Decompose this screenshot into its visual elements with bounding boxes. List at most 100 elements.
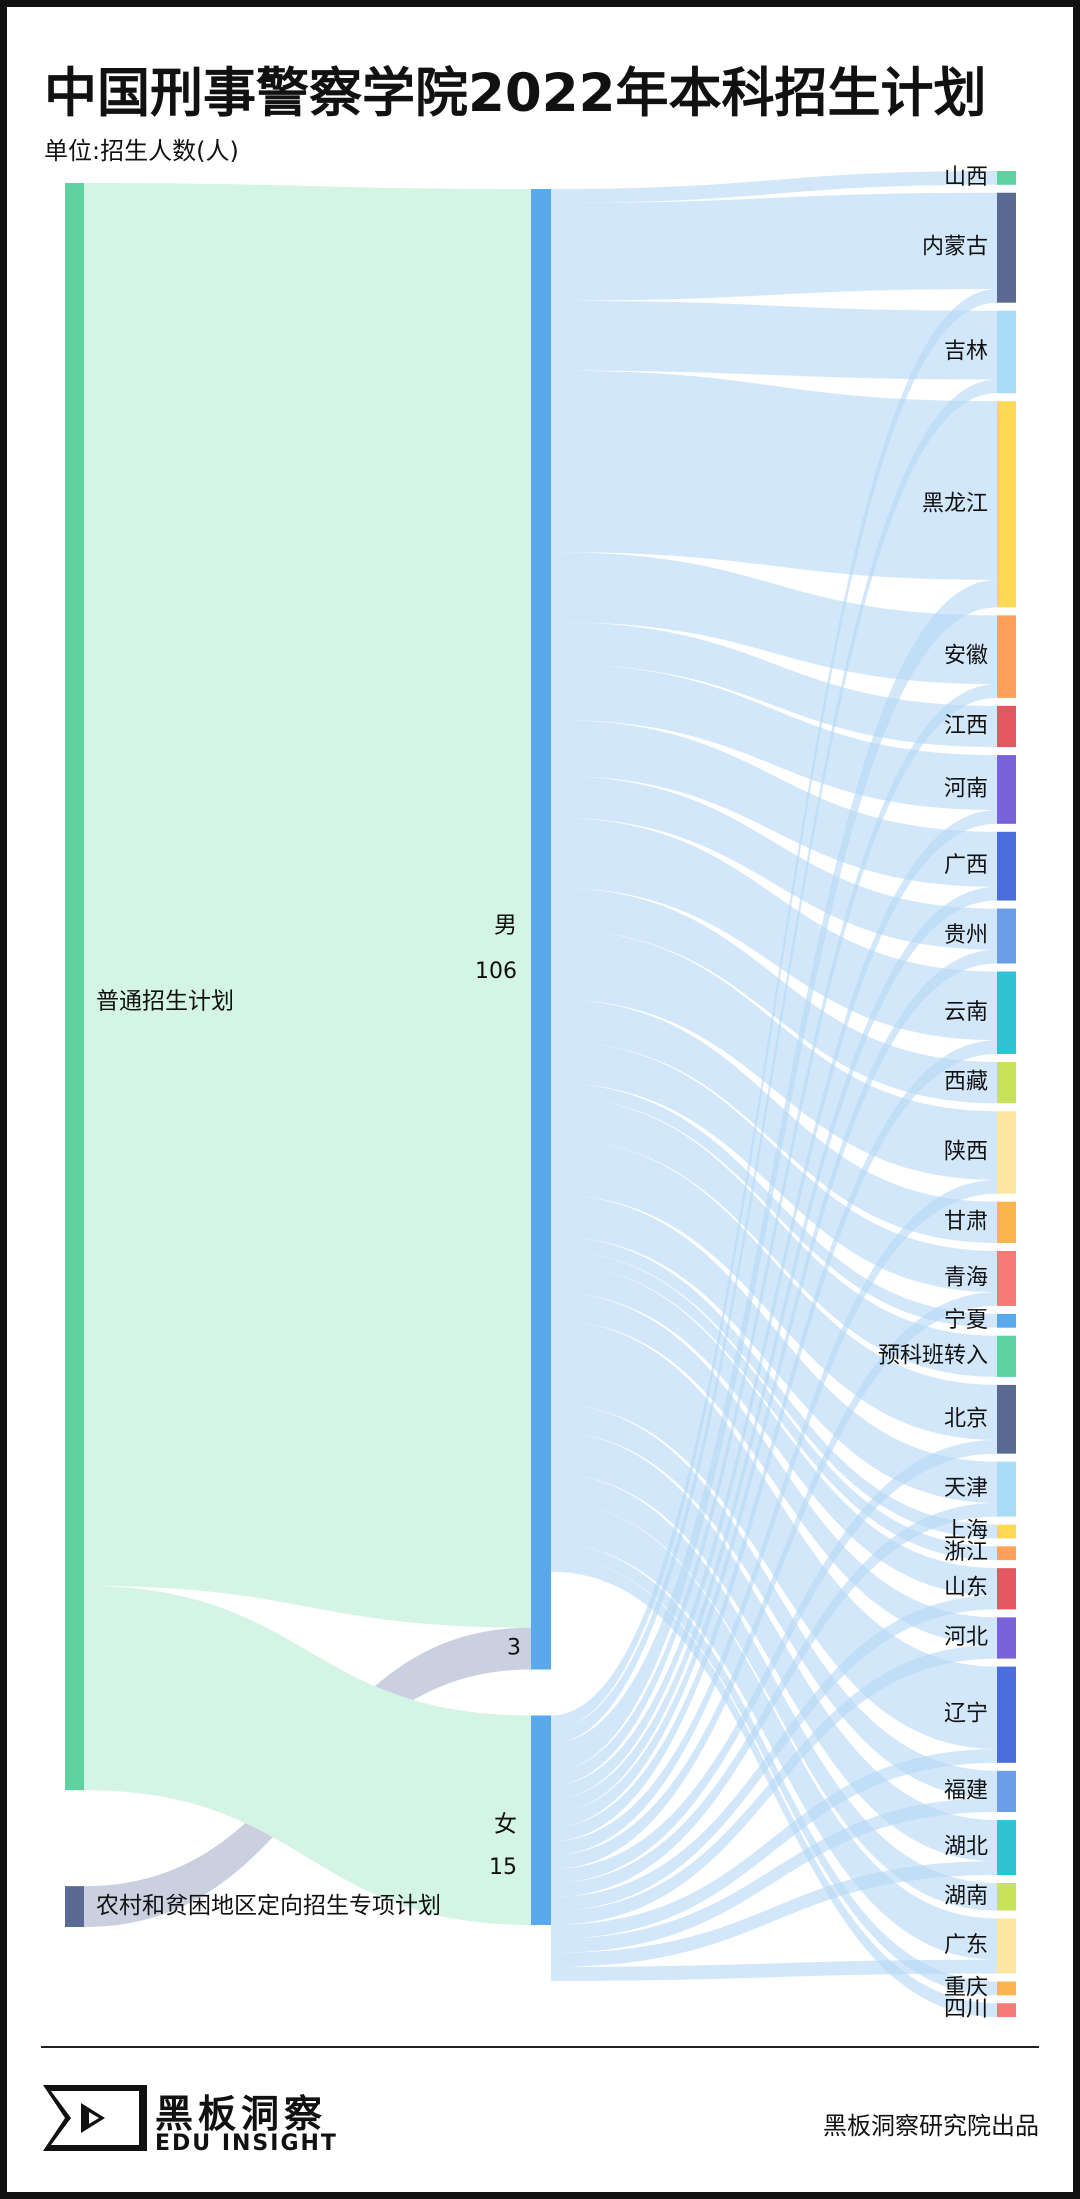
brand-name-cn: 黑板洞察	[155, 2092, 328, 2136]
flow-ribbon	[551, 949, 997, 1828]
province-node-bar	[997, 1461, 1016, 1517]
flow-ribbon	[551, 1861, 997, 1967]
unit-label: 单位:招生人数(人)	[44, 137, 239, 165]
province-node-bar	[997, 831, 1016, 901]
province-label: 福建	[944, 1778, 988, 1803]
gender-value-label: 15	[489, 1855, 517, 1880]
province-label: 河南	[944, 776, 988, 801]
divider	[41, 2046, 1039, 2048]
flow-ribbon	[551, 1432, 997, 1862]
flow-ribbon	[551, 886, 997, 1814]
province-node-bar	[997, 1918, 1016, 1974]
province-node-bar	[997, 1617, 1016, 1659]
flow-ribbon	[84, 1585, 531, 1925]
province-label: 四川	[944, 1997, 988, 2022]
province-label: 青海	[944, 1265, 988, 1290]
province-label: 内蒙古	[922, 235, 988, 260]
province-label: 吉林	[944, 339, 988, 364]
province-node-bar	[997, 310, 1016, 394]
province-node-bar	[997, 1111, 1016, 1194]
province-label: 重庆	[944, 1975, 988, 2000]
province-label: 甘肃	[944, 1209, 988, 1234]
brand-name-en: EDU INSIGHT	[155, 2131, 338, 2156]
flow-ribbon	[551, 579, 997, 1772]
flow-ribbon	[551, 1798, 997, 1953]
flow-ribbon	[551, 1404, 997, 1799]
province-label: 西藏	[944, 1070, 988, 1095]
plan-node-bar	[65, 183, 84, 1791]
province-node-bar	[997, 192, 1016, 303]
flow-ribbon	[551, 1250, 997, 1561]
credit-text: 黑板洞察研究院出品	[823, 2112, 1039, 2140]
province-label: 浙江	[944, 1540, 988, 1565]
brand-logo-icon	[43, 2085, 147, 2151]
province-node-bar	[997, 615, 1016, 698]
flow-ribbon	[551, 1595, 997, 1912]
province-node-bar	[997, 1384, 1016, 1454]
province-label: 辽宁	[944, 1702, 988, 1727]
province-node-bar	[997, 1883, 1016, 1911]
province-node-bar	[997, 908, 1016, 964]
province-node-bar	[997, 1820, 1016, 1876]
flow-ribbon	[551, 1644, 997, 1925]
province-label: 天津	[944, 1476, 988, 1501]
province-label: 山东	[944, 1576, 988, 1601]
flow-ribbon	[551, 1959, 997, 1981]
flow-ribbon	[551, 1292, 997, 1870]
flow-ribbon	[551, 1292, 997, 1645]
flow-ribbon	[551, 1040, 997, 1842]
flow-ribbon	[551, 171, 997, 203]
province-label: 北京	[944, 1406, 988, 1431]
flow-ribbon	[551, 552, 997, 685]
province-label: 广西	[944, 853, 988, 878]
flow-ribbon	[551, 663, 997, 811]
flow-ribbon	[551, 1749, 997, 1939]
flow-ribbon	[551, 379, 997, 1744]
province-node-bar	[997, 1313, 1016, 1328]
province-node-bar	[997, 171, 1016, 185]
plan-node-label: 农村和贫困地区定向招生专项计划	[96, 1893, 441, 1919]
province-node-bar	[997, 1666, 1016, 1763]
flow-ribbon	[551, 288, 997, 1730]
province-label: 贵州	[944, 923, 988, 948]
province-node-bar	[997, 1335, 1016, 1377]
province-label: 预科班转入	[878, 1343, 988, 1368]
province-label: 云南	[944, 1000, 988, 1025]
province-label: 宁夏	[944, 1308, 988, 1333]
province-label: 上海	[944, 1519, 988, 1544]
flow-ribbon	[551, 1320, 997, 1750]
province-label: 陕西	[944, 1139, 988, 1164]
gender-value-label: 106	[475, 959, 517, 984]
province-label: 广东	[944, 1933, 988, 1958]
flow-value-label: 3	[507, 1636, 521, 1661]
province-label: 安徽	[944, 644, 988, 669]
flow-ribbon	[551, 684, 997, 1786]
chart-card: 中国刑事警察学院2022年本科招生计划 单位:招生人数(人) 3 普通招生计划 农村…	[7, 7, 1073, 2192]
gender-node-bar	[531, 189, 551, 1670]
flow-ribbon	[551, 370, 997, 580]
province-node-bar	[997, 1981, 1016, 1996]
plan-node-label: 普通招生计划	[96, 989, 234, 1015]
flow-ribbon	[551, 1179, 997, 1856]
province-label: 湖北	[944, 1835, 988, 1860]
flow-ribbon	[551, 1473, 997, 1911]
flow-ribbon	[551, 1501, 997, 1960]
province-node-bar	[997, 1062, 1016, 1104]
province-node-bar	[997, 1770, 1016, 1813]
province-node-bar	[997, 705, 1016, 748]
province-node-bar	[997, 1250, 1016, 1306]
flow-ribbon	[551, 1439, 997, 1884]
province-label: 河北	[944, 1625, 988, 1650]
flow-ribbon	[84, 183, 531, 1628]
gender-node-bar	[531, 1715, 551, 1925]
gender-label: 女	[494, 1812, 517, 1838]
flow-ribbon	[551, 300, 997, 380]
province-node-bar	[997, 1546, 1016, 1561]
plan-node-bar	[65, 1886, 84, 1927]
province-node-bar	[997, 1568, 1016, 1610]
province-node-bar	[997, 755, 1016, 824]
flow-ribbon	[551, 1502, 997, 1898]
flow-ribbon	[551, 810, 997, 1800]
province-label: 山西	[944, 165, 988, 190]
